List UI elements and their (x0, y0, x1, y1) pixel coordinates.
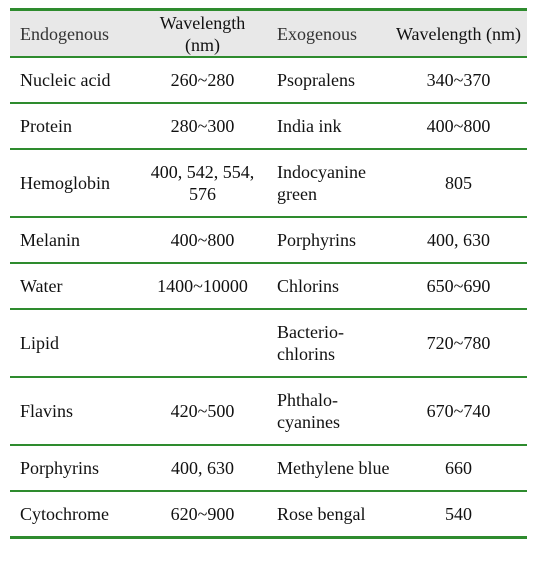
table-cell: 280~300 (145, 102, 260, 149)
table-cell: Porphyrins (260, 216, 390, 263)
table-cell: Flavins (10, 376, 145, 445)
table-row: Flavins 420~500 Phthalo-cyanines 670~740 (10, 376, 527, 445)
header-cell: Wavelength (nm) (145, 8, 260, 57)
table-cell: Chlorins (260, 262, 390, 309)
table-row: Hemoglobin 400, 542, 554, 576 Indocyanine … (10, 148, 527, 217)
table-cell: 805 (390, 148, 527, 217)
table-cell: Methylene blue (260, 444, 390, 491)
table-cell: 670~740 (390, 376, 527, 445)
table-cell: 660 (390, 444, 527, 491)
table-cell: 260~280 (145, 56, 260, 103)
wavelength-table: Endogenous Wavelength (nm) Exogenous Wavele… (10, 8, 527, 539)
table-cell: 720~780 (390, 308, 527, 377)
table-cell: Water (10, 262, 145, 309)
table-cell: India ink (260, 102, 390, 149)
table-cell: 620~900 (145, 490, 260, 539)
table-cell: Cytochrome (10, 490, 145, 539)
table-row: Nucleic acid 260~280 Psopralens 340~370 (10, 56, 527, 103)
table-cell: Melanin (10, 216, 145, 263)
table-row: Cytochrome 620~900 Rose bengal 540 (10, 490, 527, 539)
table-cell: 340~370 (390, 56, 527, 103)
table-cell: 400~800 (145, 216, 260, 263)
table-row: Lipid Bacterio-chlorins 720~780 (10, 308, 527, 377)
table-cell: 420~500 (145, 376, 260, 445)
table-cell: Protein (10, 102, 145, 149)
table-cell: Rose bengal (260, 490, 390, 539)
table-cell: Hemoglobin (10, 148, 145, 217)
table-cell: Nucleic acid (10, 56, 145, 103)
table-cell: Lipid (10, 308, 145, 377)
table-row: Water 1400~10000 Chlorins 650~690 (10, 262, 527, 309)
table-row: Protein 280~300 India ink 400~800 (10, 102, 527, 149)
table-cell (145, 308, 260, 377)
table-cell: 650~690 (390, 262, 527, 309)
table-cell: Psopralens (260, 56, 390, 103)
table-cell: 400~800 (390, 102, 527, 149)
header-row: Endogenous Wavelength (nm) Exogenous Wavele… (10, 8, 527, 57)
header-cell: Wavelength (nm) (390, 8, 527, 57)
table-cell: Phthalo-cyanines (260, 376, 390, 445)
table-cell: 400, 542, 554, 576 (145, 148, 260, 217)
table-cell: 540 (390, 490, 527, 539)
table-cell: 400, 630 (390, 216, 527, 263)
table-cell: Bacterio-chlorins (260, 308, 390, 377)
table-cell: Indocyanine green (260, 148, 390, 217)
header-cell: Endogenous (10, 8, 145, 57)
header-cell: Exogenous (260, 8, 390, 57)
table-cell: 1400~10000 (145, 262, 260, 309)
table-body: Nucleic acid 260~280 Psopralens 340~370 Prot… (10, 56, 527, 539)
table-row: Melanin 400~800 Porphyrins 400, 630 (10, 216, 527, 263)
table-row: Porphyrins 400, 630 Methylene blue 660 (10, 444, 527, 491)
table-cell: Porphyrins (10, 444, 145, 491)
table-cell: 400, 630 (145, 444, 260, 491)
